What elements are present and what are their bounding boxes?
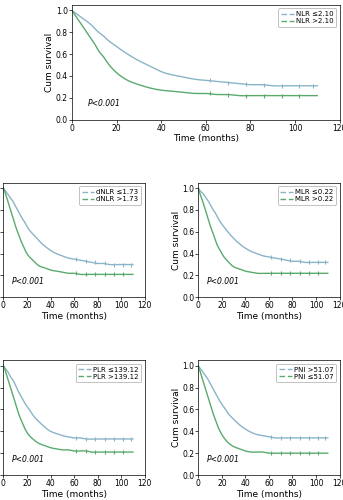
Y-axis label: Cum survival: Cum survival: [172, 210, 181, 270]
X-axis label: Time (months): Time (months): [41, 490, 107, 498]
Text: P<0.001: P<0.001: [207, 277, 240, 286]
Text: P<0.001: P<0.001: [12, 454, 45, 464]
X-axis label: Time (months): Time (months): [236, 490, 302, 498]
X-axis label: Time (months): Time (months): [173, 134, 239, 143]
Y-axis label: Cum survival: Cum survival: [45, 32, 54, 92]
X-axis label: Time (months): Time (months): [41, 312, 107, 321]
Text: P<0.001: P<0.001: [88, 99, 121, 108]
X-axis label: Time (months): Time (months): [236, 312, 302, 321]
Legend: MLR ≤0.22, MLR >0.22: MLR ≤0.22, MLR >0.22: [278, 186, 336, 205]
Text: P<0.001: P<0.001: [12, 277, 45, 286]
Legend: PLR ≤139.12, PLR >139.12: PLR ≤139.12, PLR >139.12: [75, 364, 141, 382]
Legend: dNLR ≤1.73, dNLR >1.73: dNLR ≤1.73, dNLR >1.73: [79, 186, 141, 205]
Text: P<0.001: P<0.001: [207, 454, 240, 464]
Legend: PNI >51.07, PNI ≤51.07: PNI >51.07, PNI ≤51.07: [276, 364, 336, 382]
Legend: NLR ≤2.10, NLR >2.10: NLR ≤2.10, NLR >2.10: [278, 8, 336, 27]
Y-axis label: Cum survival: Cum survival: [172, 388, 181, 448]
